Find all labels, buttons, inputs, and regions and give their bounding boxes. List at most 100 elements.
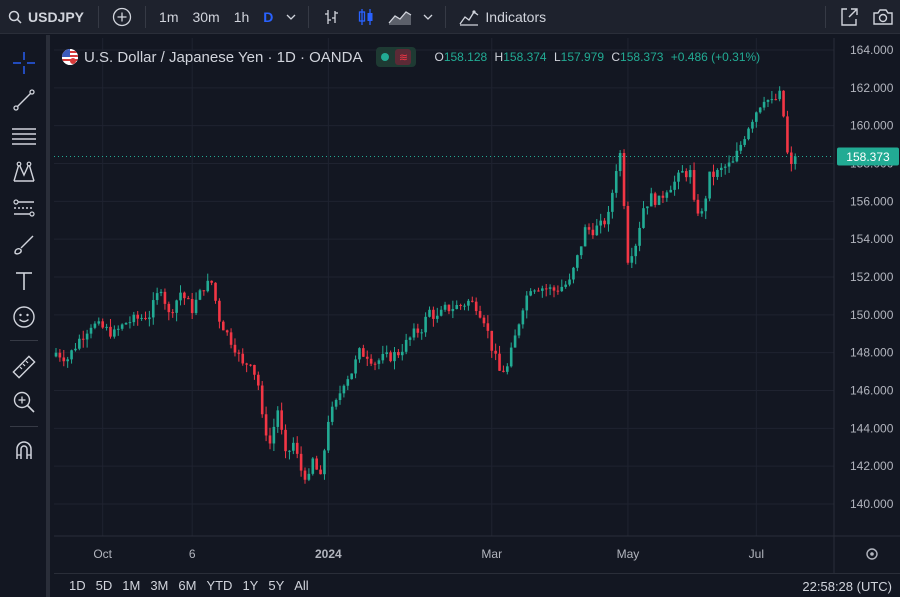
- candle-body: [400, 351, 404, 356]
- close-key: C: [611, 50, 621, 64]
- high-key: H: [494, 50, 504, 64]
- candle-body: [327, 421, 330, 451]
- settings-gear-icon-center: [870, 552, 874, 556]
- candle-body: [179, 292, 182, 301]
- candle-body: [548, 287, 552, 289]
- candle-body: [677, 172, 680, 182]
- horizontal-lines-tool[interactable]: [8, 120, 40, 152]
- candle-body: [323, 450, 326, 475]
- candle-body: [568, 279, 571, 285]
- candle-body: [303, 470, 307, 480]
- price-chart[interactable]: 164.000162.000160.000158.000156.000154.0…: [54, 38, 900, 573]
- candle-body: [93, 323, 97, 328]
- range-1d[interactable]: 1D: [69, 578, 86, 593]
- candle-body: [506, 366, 509, 372]
- clock-timezone[interactable]: 22:58:28 (UTC): [802, 579, 892, 594]
- candle-body: [171, 312, 175, 314]
- candle-body: [793, 156, 797, 165]
- forecast-tool[interactable]: [8, 192, 40, 224]
- candle-body: [319, 469, 322, 475]
- status-dot-icon: [381, 53, 390, 61]
- area-style-button[interactable]: [383, 0, 417, 34]
- candle-body: [622, 153, 626, 206]
- candle-body: [572, 267, 575, 280]
- candle-body: [358, 348, 361, 360]
- candle-body: [288, 450, 291, 452]
- candle-body: [735, 150, 739, 162]
- chart-title[interactable]: U.S. Dollar / Japanese Yen · 1D · OANDA: [84, 48, 363, 66]
- magnet-tool[interactable]: [8, 435, 40, 467]
- symbol-search[interactable]: USDJPY: [0, 0, 92, 34]
- candle-body: [758, 107, 762, 113]
- candle-body: [428, 309, 431, 317]
- range-1y[interactable]: 1Y: [242, 578, 259, 593]
- brush-tool[interactable]: [8, 229, 40, 261]
- candle-body: [443, 304, 447, 310]
- symbol-label: USDJPY: [28, 8, 85, 25]
- close-value: 158.373: [620, 50, 664, 64]
- candle-body: [420, 332, 424, 334]
- indicators-button[interactable]: Indicators: [452, 0, 553, 34]
- chart-style-dropdown[interactable]: [417, 0, 439, 34]
- candle-body: [253, 364, 256, 375]
- zoom-tool[interactable]: [8, 386, 40, 418]
- candle-body: [630, 256, 634, 263]
- trend-line-icon: [13, 89, 35, 111]
- measure-tool[interactable]: [8, 351, 40, 383]
- candle-body: [766, 100, 770, 102]
- range-6m[interactable]: 6M: [178, 578, 197, 593]
- candle-body: [85, 333, 89, 340]
- bar-style-button[interactable]: [315, 0, 349, 34]
- candle-body: [295, 442, 299, 454]
- chart-canvas[interactable]: 164.000162.000160.000158.000156.000154.0…: [54, 38, 900, 573]
- last-price-label: 158.373: [846, 150, 890, 164]
- toolbar-divider: [825, 5, 826, 28]
- fullscreen-button[interactable]: [832, 0, 866, 34]
- candle-body: [521, 310, 525, 325]
- candle-body: [719, 167, 723, 171]
- snapshot-button[interactable]: [866, 0, 900, 34]
- candle-body: [439, 309, 443, 316]
- text-tool[interactable]: [8, 265, 40, 297]
- candles-style-button[interactable]: [349, 0, 383, 34]
- candle-body: [618, 153, 622, 172]
- interval-dropdown[interactable]: [280, 0, 302, 34]
- candle-body: [412, 328, 416, 338]
- trend-line-tool[interactable]: [8, 84, 40, 116]
- interval-1m[interactable]: 1m: [159, 8, 179, 25]
- search-icon: [8, 10, 22, 24]
- candle-body: [583, 227, 587, 247]
- candle-body: [684, 171, 688, 178]
- settings-gear-icon[interactable]: [866, 548, 878, 560]
- range-5d[interactable]: 5D: [95, 578, 113, 593]
- interval-d[interactable]: D: [263, 8, 274, 25]
- range-3m[interactable]: 3M: [150, 578, 169, 593]
- crosshair-tool[interactable]: [8, 47, 40, 79]
- candle-body: [552, 287, 556, 291]
- candle-body: [315, 458, 318, 470]
- y-tick-label: 164.000: [850, 43, 894, 57]
- candle-body: [494, 350, 497, 354]
- candle-body: [544, 288, 548, 290]
- candle-body: [649, 193, 653, 207]
- pattern-tool[interactable]: [8, 156, 40, 188]
- range-all[interactable]: All: [294, 578, 309, 593]
- candle-body: [299, 453, 303, 471]
- toolbar-divider: [10, 426, 38, 427]
- range-1m[interactable]: 1M: [122, 578, 141, 593]
- interval-1h[interactable]: 1h: [233, 8, 250, 25]
- candle-body: [653, 193, 657, 205]
- candle-body: [105, 326, 108, 328]
- y-tick-label: 144.000: [850, 421, 894, 435]
- range-ytd[interactable]: YTD: [206, 578, 233, 593]
- candle-body: [225, 330, 229, 333]
- candle-body: [163, 291, 167, 304]
- range-5y[interactable]: 5Y: [268, 578, 285, 593]
- candle-body: [599, 220, 602, 226]
- candle-body: [517, 324, 521, 336]
- compare-symbol-button[interactable]: [105, 0, 139, 34]
- emoji-tool[interactable]: [8, 301, 40, 333]
- indicator-status-pill[interactable]: ≋: [376, 47, 417, 67]
- interval-30m[interactable]: 30m: [192, 8, 220, 25]
- candle-body: [455, 305, 459, 310]
